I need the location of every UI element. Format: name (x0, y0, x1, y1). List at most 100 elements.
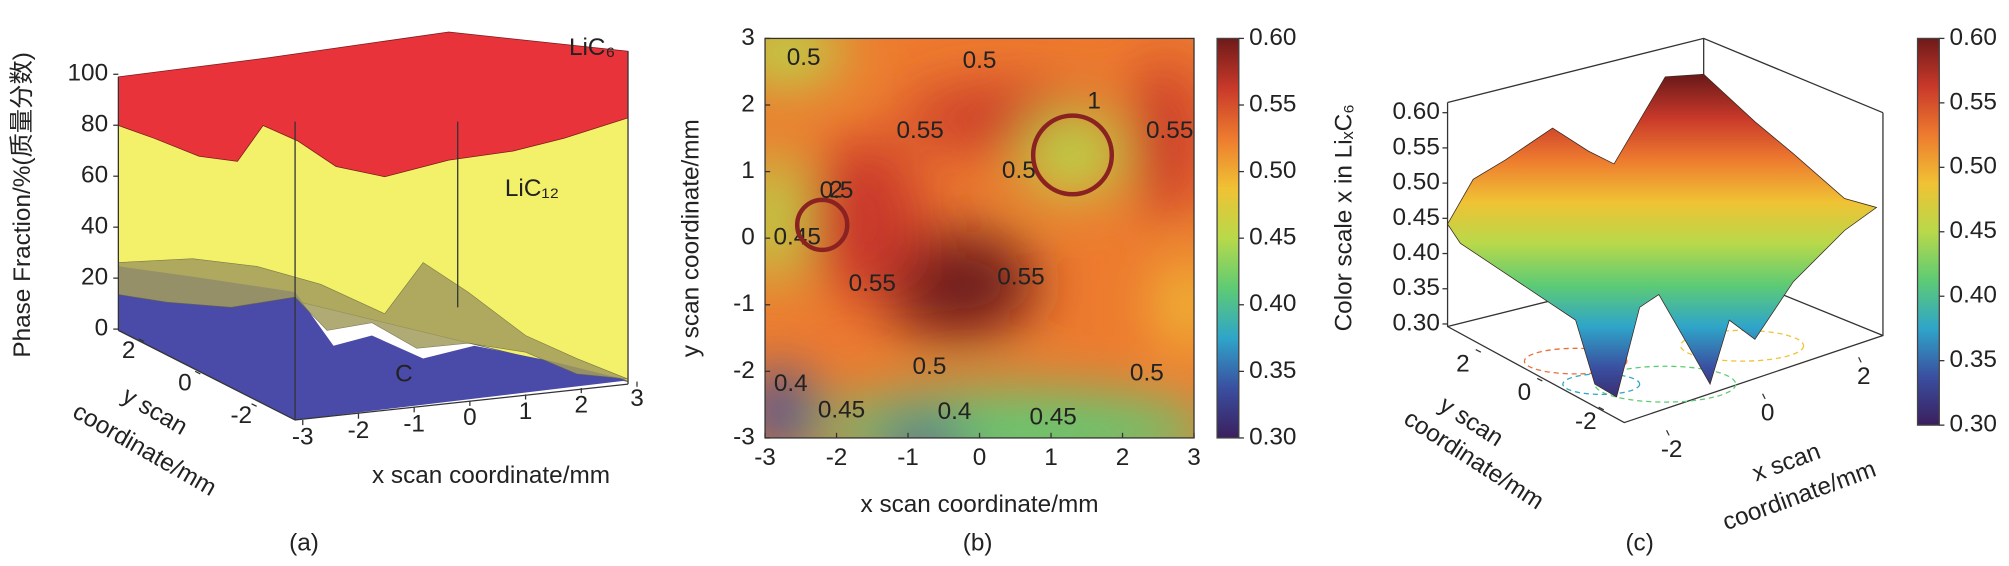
x-tick-label: 1 (519, 398, 533, 425)
y-tick-label: -3 (733, 423, 755, 450)
contour-label: 0.55 (897, 117, 944, 144)
y-tick-label: 0 (1518, 379, 1532, 406)
contour-label: 0.55 (997, 264, 1044, 291)
z-axis-label: Color scale x in LiₓC₆ (1331, 104, 1358, 331)
phase-label: LiC₆ (569, 34, 615, 61)
y-tick-label: -2 (733, 357, 755, 384)
surface (1447, 73, 1878, 398)
y-tick (1598, 406, 1605, 411)
panel-label: (c) (1625, 530, 1653, 557)
phase-label: C (395, 361, 413, 388)
z-tick-label: 40 (81, 213, 108, 240)
x-tick-label: 0 (973, 444, 987, 471)
heatmap (765, 38, 1195, 438)
contour-label: 0.55 (849, 270, 896, 297)
liC6-surface (117, 31, 629, 178)
y-tick-label: 2 (741, 90, 755, 117)
heatmap-blob (879, 231, 1037, 339)
z-tick-label: 60 (81, 162, 108, 189)
y-tick (1475, 349, 1482, 353)
z-tick-label: 100 (68, 60, 109, 87)
x-tick-label: 2 (1116, 444, 1130, 471)
contour-label: 0.5 (963, 47, 997, 74)
colorbar-tick-label: 0.35 (1249, 357, 1296, 384)
colorbar-tick-label: 0.40 (1950, 282, 1997, 309)
x-tick-label: 0 (463, 404, 477, 431)
contour-label: 0.5 (787, 44, 821, 71)
heatmap-blob (1022, 114, 1123, 195)
heatmap-blob (765, 38, 844, 86)
region-circle (794, 197, 850, 253)
x-tick-label: 2 (575, 391, 589, 418)
colorbar-tick-label: 0.60 (1249, 24, 1296, 51)
z-tick-label: 80 (81, 111, 108, 138)
box-edge (1446, 102, 1884, 424)
heatmap-blob (1158, 258, 1195, 352)
contour-label: 0.5 (1130, 359, 1164, 386)
colorbar-tick-label: 0.55 (1950, 88, 1997, 115)
region-label: 2 (829, 177, 843, 204)
colorbar-tick-label: 0.50 (1950, 153, 1997, 180)
floor-contour (1679, 329, 1805, 362)
heatmap-blobs (765, 38, 1195, 438)
x-tick-label: 0 (1761, 400, 1775, 427)
z-tick-label: 0.50 (1393, 169, 1440, 196)
contour-label: 0.45 (1029, 403, 1076, 430)
x-axis-label: x scan coordinate/mm (861, 491, 1099, 518)
z-tick-label: 0.60 (1393, 98, 1440, 125)
colorbar-tick-label: 0.45 (1950, 217, 1997, 244)
heatmap-blob (1129, 58, 1195, 219)
x-axis-label: x scan coordinate/mm (372, 462, 610, 489)
colorbar-tick-label: 0.55 (1249, 90, 1296, 117)
y-tick-label: 2 (1456, 350, 1470, 377)
region-label: 1 (1087, 87, 1101, 114)
z-tick-label: 0.30 (1393, 309, 1440, 336)
colorbar-tick-label: 0.30 (1249, 423, 1296, 450)
z-tick-label: 0 (95, 315, 109, 342)
x-tick-label: 2 (1857, 363, 1871, 390)
heatmap-blob (765, 371, 816, 438)
x-tick (1665, 429, 1670, 436)
z-axis-label: Phase Fraction/%(质量分数) (9, 52, 36, 358)
contour-label: 0.4 (938, 398, 972, 425)
contour-label: 0.4 (774, 370, 808, 397)
heatmap-blob (881, 421, 964, 438)
panel-label: (b) (963, 530, 993, 557)
contour-label: 0.5 (1002, 157, 1036, 184)
x-tick (1858, 356, 1862, 363)
heatmap-blob (814, 391, 1195, 438)
x-tick-label: -2 (826, 444, 848, 471)
z-tick-label: 0.40 (1393, 239, 1440, 266)
z-tick-label: 0.35 (1393, 274, 1440, 301)
colorbar-tick-label: 0.45 (1249, 224, 1296, 251)
y-tick (251, 403, 257, 407)
floor-contour (1562, 373, 1641, 396)
y-tick-label: -2 (1575, 408, 1597, 435)
colorbar (1216, 37, 1240, 439)
contour-label: 0.45 (818, 397, 865, 424)
x-tick-label: -3 (754, 444, 776, 471)
y-tick (194, 370, 201, 375)
y-tick-label: 1 (741, 157, 755, 184)
heatmap-blob (807, 138, 923, 299)
x-tick-label: 1 (1044, 444, 1058, 471)
colorbar-tick-label: 0.35 (1950, 346, 1997, 373)
contour-label: 0.5 (913, 353, 947, 380)
y-tick-label: 3 (741, 24, 755, 51)
heatmap-blob (765, 151, 801, 285)
x-tick-label: -1 (403, 411, 425, 438)
colorbar-tick-label: 0.30 (1950, 411, 1997, 438)
x-tick-label: -3 (292, 423, 314, 450)
box-edge (1447, 37, 1884, 114)
colorbar-tick-label: 0.60 (1950, 24, 1997, 51)
panel-label: (a) (289, 530, 319, 557)
floor-contour (1594, 365, 1737, 403)
colorbar-tick-label: 0.50 (1249, 157, 1296, 184)
region-circle (1030, 113, 1115, 197)
x-tick (1762, 393, 1766, 400)
contour-label: 0.55 (1146, 117, 1193, 144)
colorbar (1916, 37, 1940, 426)
y-tick-label: 2 (122, 337, 136, 364)
phase-label: LiC₁₂ (505, 175, 559, 202)
